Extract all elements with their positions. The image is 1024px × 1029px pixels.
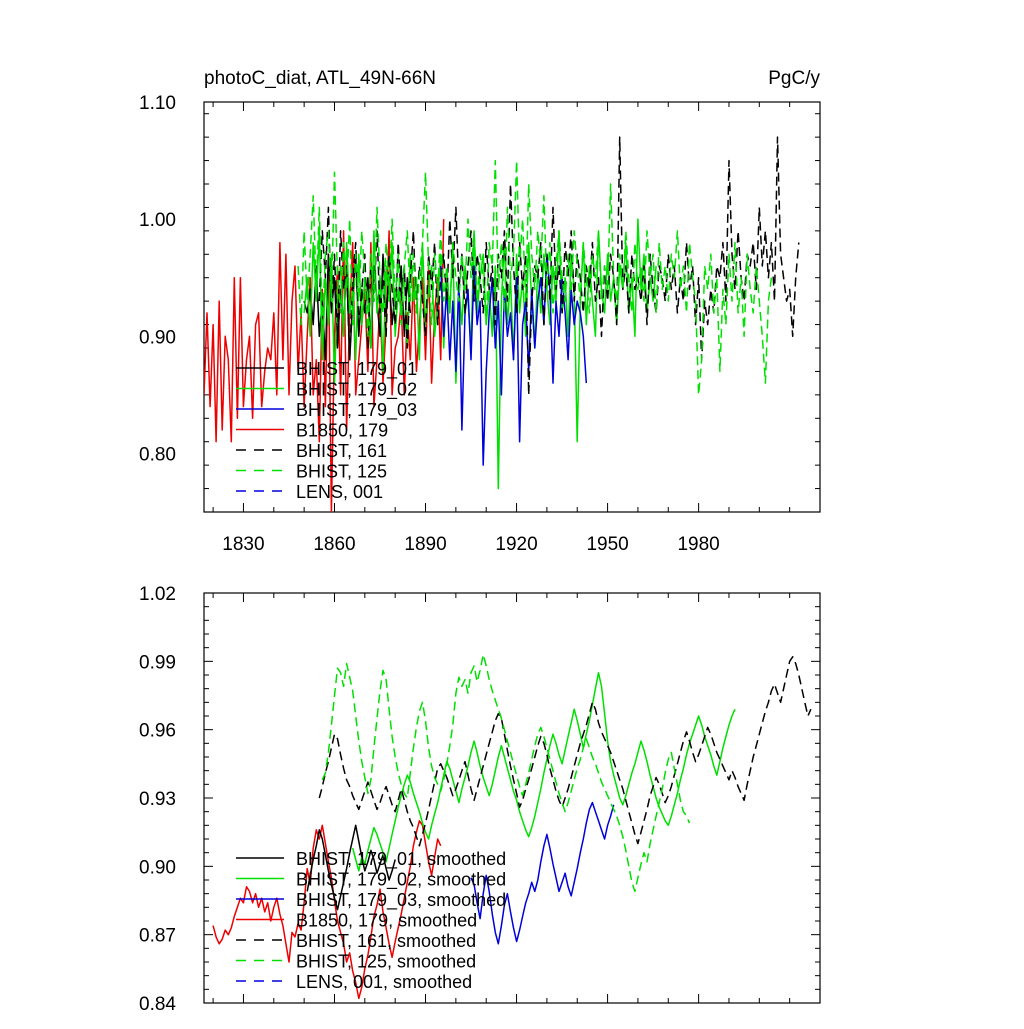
top-series-bhist-125: [297, 159, 773, 396]
bottom-y-tick-label: 0.93: [139, 789, 176, 810]
top-legend-label: BHIST, 161: [296, 441, 387, 461]
bottom-y-tick-label: 0.96: [139, 721, 176, 742]
top-legend-label: BHIST, 179_03: [296, 400, 417, 421]
top-legend-label: LENS, 001: [296, 482, 383, 502]
top-series-group: [204, 136, 800, 512]
top-legend-label: BHIST, 179_01: [296, 359, 417, 380]
bottom-series-b1850-179-smoothed: [212, 820, 442, 1000]
bottom-series-bhist-125-smoothed: [321, 653, 691, 893]
top-series-bhist-161: [318, 136, 800, 396]
bottom-series-bhist-179-02-smoothed: [351, 671, 736, 872]
bottom-legend-label: LENS, 001, smoothed: [296, 972, 472, 992]
top-y-tick-label: 0.90: [139, 327, 176, 348]
top-y-tick-label: 0.80: [139, 444, 176, 465]
bottom-series-group: [212, 653, 812, 1000]
bottom-panel: 0.84 0.87 0.90 0.93 0.96 0.99 1.02 BHIST, 179_0…: [139, 584, 821, 1015]
bottom-y-tick-label: 0.90: [139, 857, 176, 878]
top-x-tick-label: 1830: [222, 534, 264, 555]
top-x-tick-label: 1860: [313, 534, 355, 555]
bottom-y-tick-label: 1.02: [139, 584, 176, 605]
top-plot-frame: [203, 101, 821, 513]
bottom-legend-label: BHIST, 179_03, smoothed: [296, 890, 506, 911]
top-legend-label: BHIST, 179_02: [296, 380, 417, 401]
bottom-series-bhist-179-03-smoothed: [470, 801, 615, 945]
bottom-legend-label: BHIST, 179_02, smoothed: [296, 870, 506, 891]
bottom-legend-label: BHIST, 125, smoothed: [296, 952, 476, 972]
bottom-y-tick-label: 0.87: [139, 926, 176, 947]
top-x-tick-label: 1890: [404, 534, 446, 555]
top-chart-units: PgC/y: [768, 68, 820, 89]
bottom-series-bhist-161-smoothed: [318, 656, 812, 847]
top-legend-label: BHIST, 125: [296, 462, 387, 482]
top-series-b1850-179: [204, 219, 445, 512]
top-x-tick-label: 1950: [586, 534, 628, 555]
bottom-y-tick-label: 0.99: [139, 652, 176, 673]
top-y-tick-label: 1.00: [139, 210, 176, 231]
top-chart-title: photoC_diat, ATL_49N-66N: [204, 68, 436, 89]
bottom-y-tick-label: 0.84: [139, 994, 176, 1015]
bottom-legend-label: BHIST, 179_01, smoothed: [296, 849, 506, 870]
bottom-legend-label: B1850, 179, smoothed: [296, 911, 477, 931]
top-y-tick-label: 1.10: [139, 93, 176, 114]
top-panel: photoC_diat, ATL_49N-66N PgC/y 1830 1860 1…: [139, 68, 821, 555]
bottom-legend-label: BHIST, 161, smoothed: [296, 931, 476, 951]
top-x-tick-label: 1980: [677, 534, 719, 555]
top-x-tick-label: 1920: [495, 534, 537, 555]
bottom-series-bhist-179-01-smoothed: [306, 824, 396, 911]
top-legend-label: B1850, 179: [296, 421, 388, 441]
